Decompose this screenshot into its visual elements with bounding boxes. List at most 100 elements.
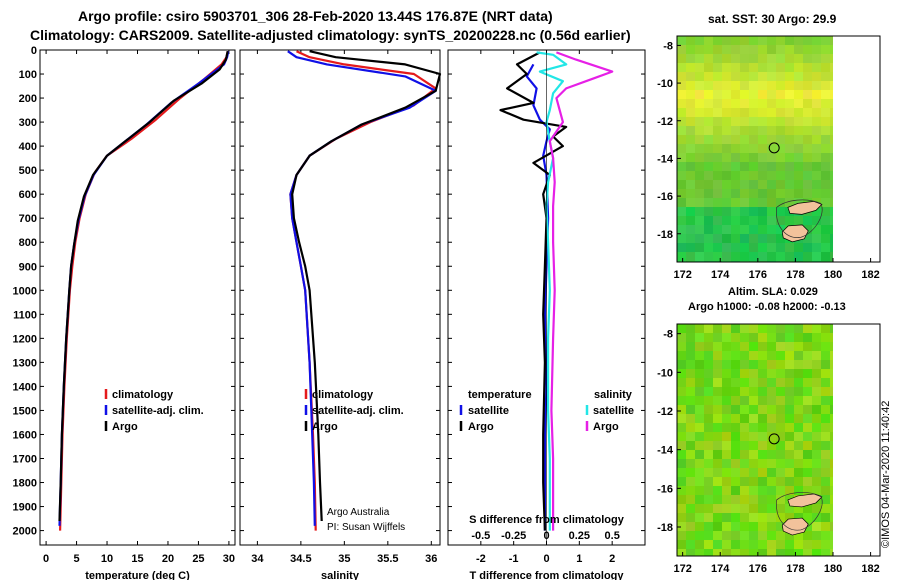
map-cell (830, 180, 834, 189)
map-cell (704, 81, 713, 90)
y-tick-label: 1100 (13, 309, 37, 321)
map-cell (803, 81, 812, 90)
map-cell (722, 162, 731, 171)
map-cell (803, 360, 812, 369)
map-cell (749, 54, 758, 63)
map-cell (713, 180, 722, 189)
map-cell (695, 360, 704, 369)
map-cell (677, 342, 686, 351)
map-cell (830, 54, 834, 63)
map-cell (812, 144, 821, 153)
map-cell (830, 342, 834, 351)
map-cell (830, 90, 834, 99)
map-cell (830, 468, 834, 477)
map-cell (731, 72, 740, 81)
map-cell (740, 324, 749, 333)
map-cell (722, 477, 731, 486)
map-cell (812, 396, 821, 405)
map-cell (794, 117, 803, 126)
x-tick-label: 0 (43, 553, 49, 565)
island-viti-levu (781, 517, 809, 536)
map-cell (704, 522, 713, 531)
map-cell (776, 108, 785, 117)
map-cell (686, 423, 695, 432)
map-cell (713, 189, 722, 198)
map-cell (785, 90, 794, 99)
map-cell (749, 72, 758, 81)
map-cell (704, 414, 713, 423)
x-tick-label: 36 (425, 553, 437, 565)
map-cell (758, 90, 767, 99)
map-cell (821, 495, 830, 504)
map-cell (722, 153, 731, 162)
map-cell (713, 207, 722, 216)
map-cell (821, 252, 830, 261)
map-cell (740, 36, 749, 45)
map-cell (686, 351, 695, 360)
map-cell (830, 396, 834, 405)
map-cell (677, 540, 686, 549)
map-cell (713, 144, 722, 153)
map-cell (794, 414, 803, 423)
y-tick-label: 700 (19, 213, 37, 225)
map-cell (776, 189, 785, 198)
map-cell (830, 72, 834, 81)
map-cell (812, 81, 821, 90)
map-cell (749, 189, 758, 198)
map-cell (803, 153, 812, 162)
map-x-tick-label: 178 (786, 269, 804, 281)
map-cell (776, 234, 785, 243)
y-tick-label: 1000 (13, 285, 37, 297)
map-cell (785, 324, 794, 333)
map-cell (830, 63, 834, 72)
map-cell (794, 324, 803, 333)
map-cell (713, 486, 722, 495)
map-cell (821, 216, 830, 225)
map-cell (722, 513, 731, 522)
map-cell (794, 72, 803, 81)
y-tick-label: 200 (19, 93, 37, 105)
map-x-tick-label: 178 (786, 563, 804, 575)
map-cell (794, 450, 803, 459)
map-cell (695, 378, 704, 387)
map-cell (803, 486, 812, 495)
map-cell (740, 423, 749, 432)
map-cell (740, 90, 749, 99)
map-cell (677, 36, 686, 45)
map-cell (785, 387, 794, 396)
map-cell (722, 252, 731, 261)
map-cell (731, 459, 740, 468)
y-tick-label: 1200 (13, 333, 37, 345)
map-cell (767, 162, 776, 171)
plot-title-line1: Argo profile: csiro 5903701_306 28-Feb-2… (78, 8, 553, 24)
map-cell (695, 450, 704, 459)
map-cell (722, 333, 731, 342)
map-cell (758, 495, 767, 504)
legend-label: satellite (468, 405, 509, 417)
map-cell (686, 45, 695, 54)
map-y-tick-label: -10 (657, 78, 673, 90)
map-cell (731, 171, 740, 180)
map-cell (767, 63, 776, 72)
map-cell (776, 405, 785, 414)
map-cell (821, 108, 830, 117)
map-cell (722, 414, 731, 423)
map-cell (785, 450, 794, 459)
x-tick-label: 10 (101, 553, 113, 565)
map-cell (794, 540, 803, 549)
map-cell (713, 369, 722, 378)
map-cell (722, 351, 731, 360)
map-cell (776, 477, 785, 486)
map-cell (758, 486, 767, 495)
argo-position-marker (768, 142, 780, 154)
map-cell (803, 405, 812, 414)
map-cell (803, 333, 812, 342)
x-tick-label: 15 (131, 553, 143, 565)
map-cell (695, 405, 704, 414)
map-cell (830, 513, 834, 522)
map-cell (812, 126, 821, 135)
map-cell (731, 531, 740, 540)
map-cell (758, 441, 767, 450)
map-cell (830, 144, 834, 153)
map-cell (740, 414, 749, 423)
